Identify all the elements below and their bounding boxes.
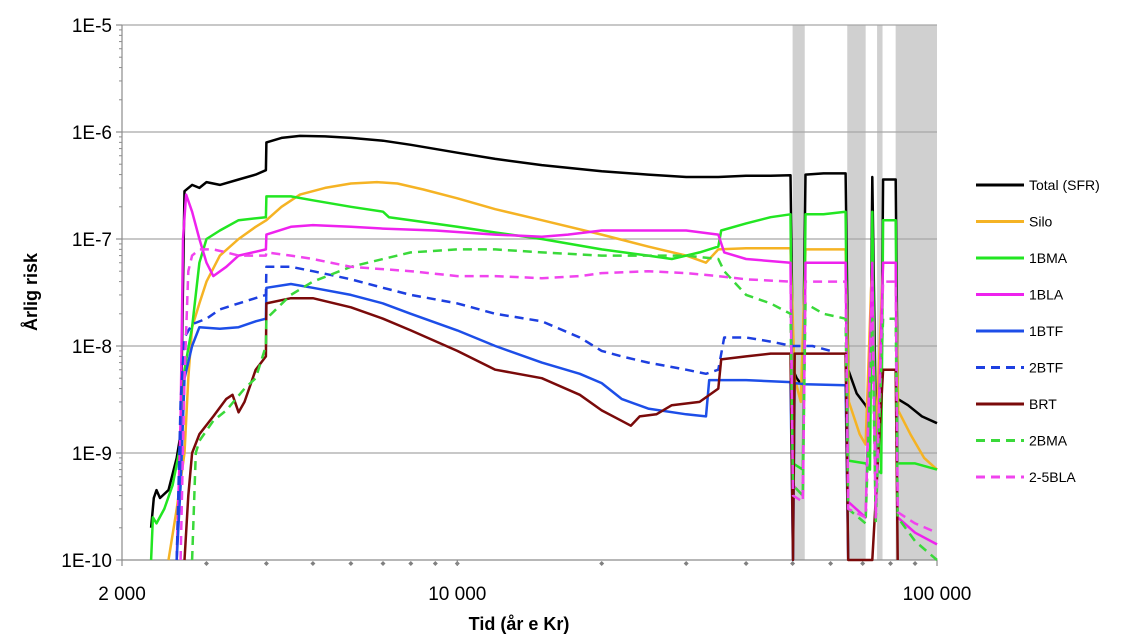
x-minor-tick	[432, 561, 438, 566]
legend-label: 2BMA	[1029, 433, 1068, 449]
x-minor-tick	[790, 561, 796, 566]
shaded-period-4	[895, 25, 937, 560]
series-lines	[149, 134, 938, 562]
series-line-1bma	[149, 195, 938, 561]
legend-label: 2BTF	[1029, 360, 1063, 376]
x-minor-tick	[348, 561, 354, 566]
series-line-total-sfr-	[149, 134, 938, 528]
x-minor-tick	[888, 561, 894, 566]
y-tick-label: 1E-9	[72, 444, 112, 465]
axes	[116, 24, 938, 566]
y-tick-label: 1E-8	[72, 337, 112, 358]
x-minor-tick	[828, 561, 834, 566]
x-minor-tick	[203, 561, 209, 566]
y-tick-label: 1E-5	[72, 16, 112, 37]
y-tick-label: 1E-7	[72, 230, 112, 251]
x-tick-labels: 2 000 10 000 100 000	[98, 584, 971, 605]
x-minor-tick	[263, 561, 269, 566]
series-line-1btf	[175, 282, 850, 562]
x-tick-label: 100 000	[903, 584, 972, 605]
legend-label: 1BMA	[1029, 250, 1068, 266]
legend: Total (SFR) Silo 1BMA 1BLA 1BTF 2BTF BRT 2BMA 2-…	[976, 177, 1100, 485]
x-minor-tick	[860, 561, 866, 566]
y-axis-title: Årlig risk	[21, 252, 41, 331]
x-minor-tick	[683, 561, 689, 566]
y-tick-label: 1E-10	[61, 551, 112, 572]
series-line-2btf	[175, 265, 831, 561]
legend-label: 1BTF	[1029, 323, 1063, 339]
legend-label: BRT	[1029, 396, 1057, 412]
shaded-period-3	[877, 25, 883, 560]
x-tick-label: 10 000	[428, 584, 486, 605]
x-minor-tick	[743, 561, 749, 566]
shaded-period-2	[847, 25, 866, 560]
series-line-2-5bla	[179, 248, 938, 561]
x-minor-tick	[912, 561, 918, 566]
x-minor-tick	[408, 561, 414, 566]
y-tick-labels: 1E-10 1E-9 1E-8 1E-7 1E-6 1E-5	[61, 16, 112, 572]
x-minor-tick	[380, 561, 386, 566]
x-minor-tick	[310, 561, 316, 566]
legend-label: Total (SFR)	[1029, 177, 1100, 193]
x-axis-title: Tid (år e Kr)	[469, 614, 570, 634]
legend-label: Silo	[1029, 214, 1053, 230]
x-tick-label: 2 000	[98, 584, 146, 605]
y-tick-label: 1E-6	[72, 123, 112, 144]
x-minor-tick	[599, 561, 605, 566]
legend-label: 1BLA	[1029, 287, 1064, 303]
gridlines	[122, 24, 937, 454]
series-line-2bma	[190, 248, 938, 561]
shaded-period-1	[792, 25, 805, 560]
legend-label: 2-5BLA	[1029, 469, 1076, 485]
shaded-periods	[792, 25, 937, 560]
